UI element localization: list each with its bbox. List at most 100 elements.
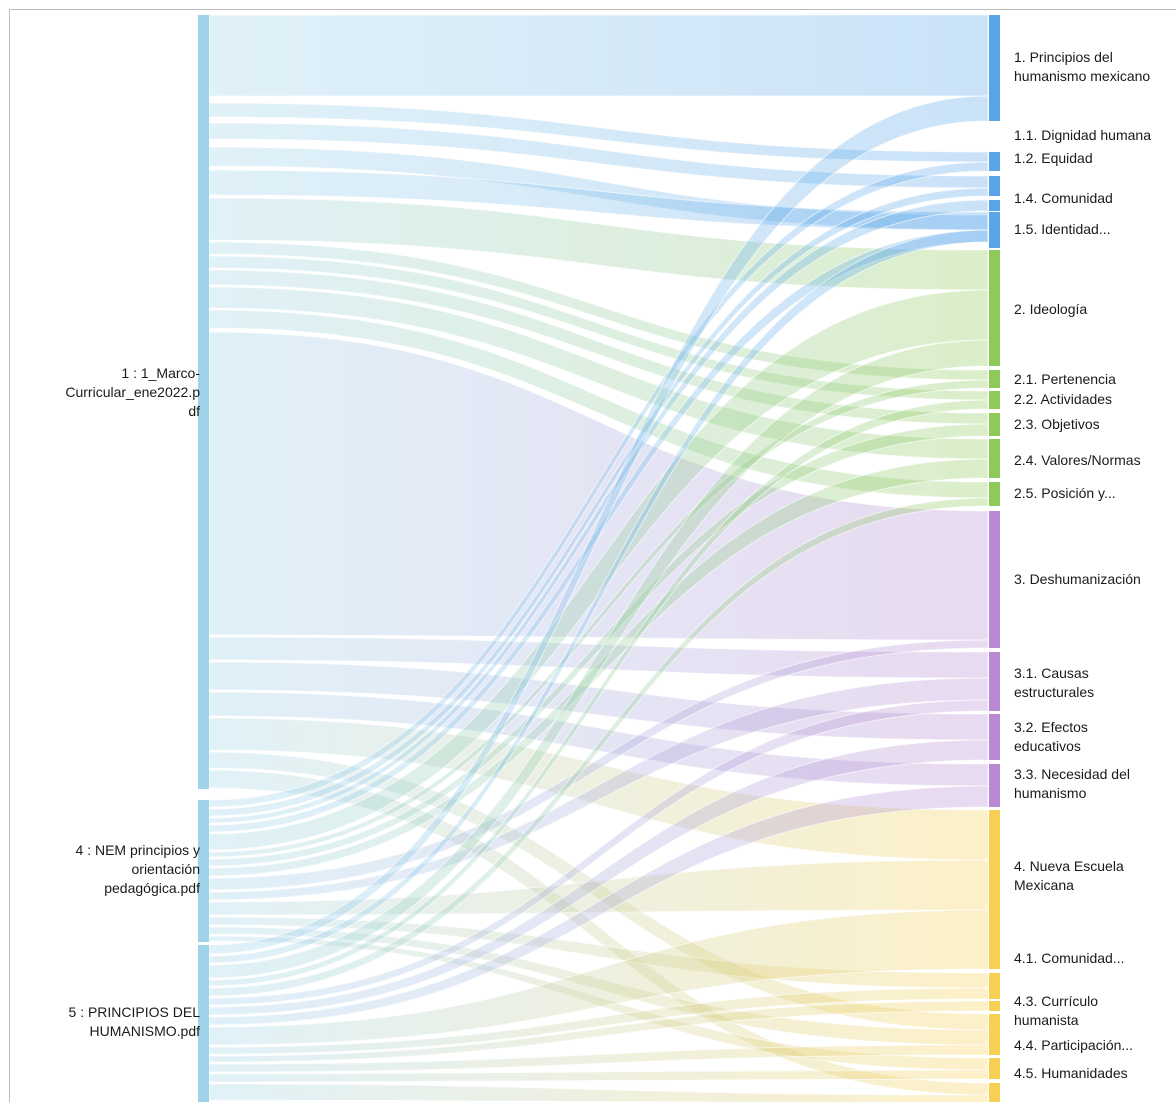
target-node-t4[interactable] <box>989 810 1000 969</box>
target-node-t2[interactable] <box>989 250 1000 366</box>
target-label-line: 4.5. Humanidades <box>1014 1065 1128 1081</box>
target-label-t11: 1.1. Dignidad humana <box>1014 126 1151 145</box>
flow-link-s5-t2[interactable] <box>208 339 989 979</box>
target-label-t15: 1.5. Identidad... <box>1014 220 1111 239</box>
flow-link-s4-t13[interactable] <box>208 199 989 824</box>
flow-link-s5-t1[interactable] <box>208 95 989 955</box>
flow-link-s4-t23[interactable] <box>208 423 989 867</box>
flow-link-s4-t11[interactable] <box>208 161 989 808</box>
target-node-t25[interactable] <box>989 482 1000 506</box>
target-label-t14: 1.4. Comunidad <box>1014 189 1113 208</box>
flow-link-s5-t45[interactable] <box>208 1083 989 1102</box>
target-label-line: humanista <box>1014 1012 1079 1028</box>
target-label-line: 3.2. Efectos <box>1014 719 1088 735</box>
target-label-t41: 4.1. Comunidad... <box>1014 949 1125 968</box>
target-label-t45: 4.5. Humanidades <box>1014 1064 1128 1083</box>
target-label-t3: 3. Deshumanización <box>1014 570 1141 589</box>
target-node-t31[interactable] <box>989 652 1000 711</box>
target-label-t12: 1.2. Equidad <box>1014 149 1093 168</box>
target-node-t3[interactable] <box>989 511 1000 648</box>
target-label-t23: 2.3. Objetivos <box>1014 415 1100 434</box>
source-label-line: orientación <box>131 861 201 877</box>
target-label-line: 1.1. Dignidad humana <box>1014 127 1151 143</box>
target-node-t22[interactable] <box>989 391 1000 409</box>
target-node-t13[interactable] <box>989 200 1000 211</box>
flow-link-s5-t41[interactable] <box>208 987 989 1055</box>
target-node-t21[interactable] <box>989 370 1000 388</box>
target-node-t23[interactable] <box>989 413 1000 436</box>
source-label-line: pedagógica.pdf <box>104 880 200 896</box>
target-node-t15[interactable] <box>989 212 1000 248</box>
flow-link-s5-t44[interactable] <box>208 1069 989 1083</box>
source-node-s4[interactable] <box>198 800 209 942</box>
target-node-t41[interactable] <box>989 973 1000 999</box>
flow-link-s5-t14[interactable] <box>208 229 989 964</box>
target-label-line: humanismo <box>1014 785 1087 801</box>
target-label-line: humanismo mexicano <box>1014 68 1151 84</box>
sankey-canvas <box>198 14 1000 1102</box>
flow-link-s5-t33[interactable] <box>208 785 989 1026</box>
source-label-s4: 4 : NEM principios y orientación pedagógic… <box>15 841 200 898</box>
target-label-line: 1. Principios del <box>1014 49 1113 65</box>
target-label-line: 2.5. Posición y... <box>1014 485 1116 501</box>
target-node-t45[interactable] <box>989 1083 1000 1102</box>
target-label-line: estructurales <box>1014 684 1095 700</box>
source-label-line: 4 : NEM principios y <box>75 842 200 858</box>
target-node-t32[interactable] <box>989 714 1000 760</box>
flow-link-s5-t31[interactable] <box>208 699 989 1006</box>
target-node-t12[interactable] <box>989 176 1000 196</box>
target-label-line: 2.1. Pertenencia <box>1014 371 1116 387</box>
source-label-line: Curricular_ene2022.p <box>65 384 200 400</box>
target-label-line: 2.4. Valores/Normas <box>1014 452 1141 468</box>
target-label-t33: 3.3. Necesidad del humanismo <box>1014 765 1130 803</box>
target-label-line: 3.3. Necesidad del <box>1014 766 1130 782</box>
source-node-s5[interactable] <box>198 945 209 1102</box>
target-label-t2: 2. Ideología <box>1014 300 1087 319</box>
target-label-line: 2. Ideología <box>1014 301 1088 317</box>
source-label-line: df <box>188 403 200 419</box>
target-label-t21: 2.1. Pertenencia <box>1014 370 1116 389</box>
target-label-t32: 3.2. Efectos educativos <box>1014 718 1088 756</box>
flow-link-s5-t42[interactable] <box>208 1000 989 1063</box>
target-label-t44: 4.4. Participación... <box>1014 1036 1133 1055</box>
flow-link-s4-t12[interactable] <box>208 187 989 817</box>
target-label-line: 3.1. Causas <box>1014 665 1089 681</box>
target-label-line: 1.2. Equidad <box>1014 150 1093 166</box>
target-label-t43: 4.3. Currículo humanista <box>1014 992 1098 1030</box>
target-label-line: 4.3. Currículo <box>1014 993 1099 1009</box>
target-label-t1: 1. Principios del humanismo mexicano <box>1014 48 1150 86</box>
target-node-t1[interactable] <box>989 15 1000 121</box>
flow-link-s5-t32[interactable] <box>208 739 989 1016</box>
source-label-line: 5 : PRINCIPIOS DEL <box>68 1004 200 1020</box>
target-node-t44[interactable] <box>989 1058 1000 1079</box>
target-node-t24[interactable] <box>989 439 1000 478</box>
flow-link-s5-t22[interactable] <box>208 399 989 987</box>
target-label-line: Mexicana <box>1014 877 1074 893</box>
target-node-t42[interactable] <box>989 1001 1000 1011</box>
target-label-line: 1.5. Identidad... <box>1014 221 1111 237</box>
target-node-t33[interactable] <box>989 764 1000 807</box>
target-node-t11[interactable] <box>989 152 1000 171</box>
target-label-line: 2.3. Objetivos <box>1014 416 1100 432</box>
target-label-t22: 2.2. Actividades <box>1014 390 1112 409</box>
target-label-line: educativos <box>1014 738 1081 754</box>
source-label-line: HUMANISMO.pdf <box>89 1023 200 1039</box>
flow-link-s5-t25[interactable] <box>208 497 989 997</box>
source-label-s5: 5 : PRINCIPIOS DEL HUMANISMO.pdf <box>15 1003 200 1041</box>
flow-link-s5-t43[interactable] <box>208 1044 989 1073</box>
target-label-line: 1.4. Comunidad <box>1014 190 1113 206</box>
target-label-line: 4. Nueva Escuela <box>1014 858 1124 874</box>
flow-link-s5-t4[interactable] <box>208 909 989 1046</box>
target-label-line: 4.4. Participación... <box>1014 1037 1134 1053</box>
target-node-t43[interactable] <box>989 1014 1000 1055</box>
target-label-line: 2.2. Actividades <box>1014 391 1113 407</box>
source-node-s1[interactable] <box>198 15 209 789</box>
flow-link-s1-t1[interactable] <box>208 14 989 97</box>
target-label-t25: 2.5. Posición y... <box>1014 484 1116 503</box>
target-label-t31: 3.1. Causas estructurales <box>1014 664 1094 702</box>
source-label-line: 1 : 1_Marco- <box>121 365 200 381</box>
target-label-t4: 4. Nueva Escuela Mexicana <box>1014 857 1124 895</box>
flow-link-s4-t2[interactable] <box>208 289 989 851</box>
